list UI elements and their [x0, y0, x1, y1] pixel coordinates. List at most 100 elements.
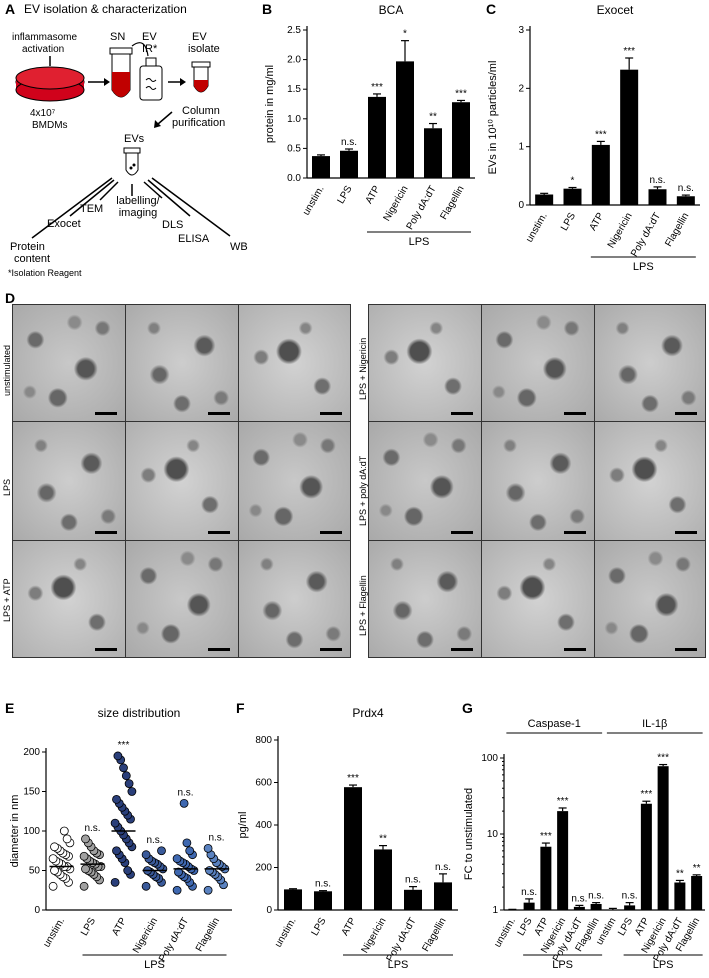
y-axis-label: protein in mg/ml	[264, 65, 276, 143]
data-point	[179, 798, 189, 808]
exocet-label: Exocet	[47, 218, 81, 230]
y-tick-label: 0	[518, 200, 524, 211]
protein-label-2: content	[14, 253, 50, 265]
bar	[590, 903, 602, 910]
data-point	[203, 885, 213, 895]
x-tick-label: Flagellin	[663, 211, 691, 249]
scale-bar	[208, 412, 230, 415]
significance-label: n.s.	[315, 879, 331, 890]
culture-dish-icon	[15, 66, 85, 102]
ev-label: EV	[142, 31, 157, 43]
ev-isolate-label-2: isolate	[188, 43, 220, 55]
column-label-2: purification	[172, 117, 225, 129]
scale-bar	[320, 648, 342, 651]
labelling-label-2: imaging	[119, 207, 158, 219]
fan-arrows	[31, 177, 231, 239]
bar	[523, 902, 535, 910]
significance-label: ***	[595, 129, 607, 140]
y-tick-label: 0	[266, 905, 272, 916]
significance-label: n.s.	[208, 832, 224, 843]
ir-label: IR*	[142, 43, 158, 55]
x-tick-label: Poly dA:dT	[385, 916, 419, 964]
significance-label: ***	[641, 789, 653, 800]
data-point	[174, 867, 183, 877]
group-label: LPS	[409, 236, 430, 248]
group-label: LPS	[552, 959, 573, 971]
y-axis-label: FC to unstimulated	[463, 788, 475, 880]
em-image	[12, 540, 126, 658]
significance-label: **	[693, 863, 701, 874]
data-point	[110, 877, 120, 887]
y-axis-label: EVs in 10¹⁰ particles/ml	[487, 61, 499, 175]
em-image	[12, 421, 126, 541]
scale-bar	[451, 531, 473, 534]
significance-label: n.s.	[588, 891, 604, 902]
data-point	[157, 846, 166, 856]
x-tick-label: unstim.	[492, 916, 518, 949]
bar	[452, 102, 470, 178]
evs-label: EVs	[124, 133, 145, 145]
x-tick-label: Flagellin	[194, 916, 222, 954]
panel-letter-b: B	[262, 1, 273, 17]
scale-bar	[675, 648, 697, 651]
scale-bar	[95, 531, 117, 534]
group-header: IL-1β	[642, 718, 667, 730]
x-tick-label: LPS	[310, 916, 329, 938]
data-point	[203, 843, 213, 853]
bar	[657, 766, 669, 910]
group-label: LPS	[633, 261, 654, 273]
significance-label: n.s.	[435, 862, 451, 873]
x-tick-label: LPS	[79, 916, 98, 938]
scale-bar	[564, 412, 586, 415]
bar	[640, 803, 652, 910]
data-point	[48, 854, 58, 864]
labelling-label: labelling/	[116, 195, 160, 207]
em-image	[238, 421, 351, 541]
data-point	[48, 881, 58, 891]
x-tick-label: LPS	[559, 211, 578, 233]
activation-label-1: inflammasome	[12, 32, 77, 43]
y-tick-label: 0	[34, 905, 40, 916]
bar	[314, 891, 332, 910]
data-point	[81, 864, 90, 874]
em-image	[594, 304, 706, 422]
y-tick-label: 3	[518, 25, 524, 36]
bar	[676, 196, 695, 205]
bar	[620, 69, 639, 206]
em-image	[125, 540, 239, 658]
y-axis-label: diameter in nm	[9, 795, 21, 868]
data-point	[123, 866, 133, 875]
y-tick-label: 2.5	[287, 25, 301, 36]
y-tick-label: 1.5	[287, 84, 301, 95]
y-tick-label: 800	[255, 735, 272, 746]
x-tick-label: ATP	[588, 211, 607, 233]
group-label: LPS	[144, 959, 165, 971]
panel-a-title: EV isolation & characterization	[24, 2, 187, 16]
scale-bar	[451, 412, 473, 415]
bar	[691, 876, 703, 910]
em-image	[12, 304, 126, 422]
significance-label: ***	[540, 831, 552, 842]
y-tick-label: 150	[23, 787, 40, 798]
panel-letter-a: A	[5, 1, 16, 17]
workflow-diagram: inflammasome activation 4x10⁷ BMDMs SN E…	[8, 31, 248, 278]
significance-label: n.s.	[649, 175, 665, 186]
reagent-bottle-icon	[139, 57, 163, 101]
row-label-lps-polydadt: LPS + poly dA:dT	[358, 455, 368, 526]
em-image	[238, 304, 351, 422]
em-image	[481, 540, 595, 658]
significance-label: ***	[623, 46, 635, 57]
data-point	[79, 851, 89, 861]
chart-title: Exocet	[597, 3, 634, 17]
row-label-lps: LPS	[2, 478, 12, 496]
significance-label: n.s.	[341, 137, 357, 148]
data-point	[50, 842, 59, 852]
data-point	[141, 850, 151, 860]
x-tick-label: ATP	[340, 916, 359, 938]
data-point	[172, 854, 182, 864]
y-tick-label: 10	[487, 829, 499, 840]
y-tick-label: 0.5	[287, 143, 301, 154]
y-tick-label: 2	[518, 83, 524, 94]
evs-tube-icon	[123, 147, 141, 176]
